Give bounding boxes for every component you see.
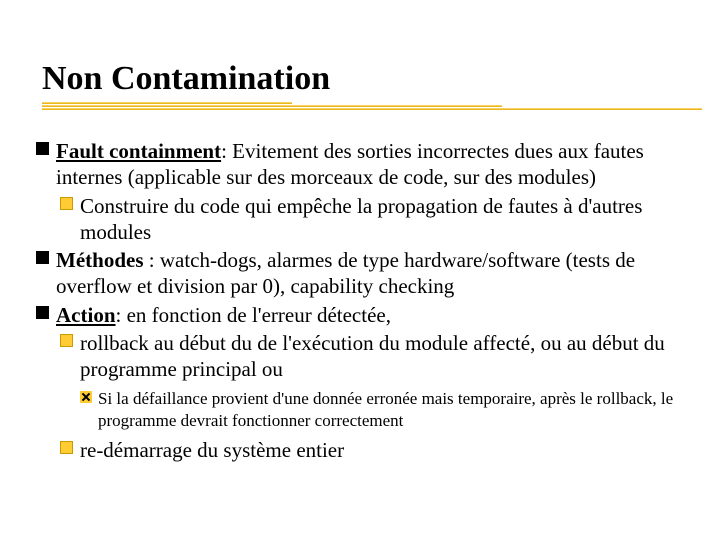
square-bullet-icon [36,142,49,155]
title-underline [42,102,702,116]
bullet-fault-containment: Fault containment: Evitement des sorties… [36,138,684,191]
slide-body: Fault containment: Evitement des sorties… [20,138,700,463]
slide-title: Non Contamination [42,60,700,98]
bullet-label: Fault containment [56,139,221,163]
subsubbullet-defaillance: Si la défaillance provient d'une donnée … [36,388,684,431]
bullet-action: Action: en fonction de l'erreur détectée… [36,302,684,328]
bullet-text: rollback au début du de l'exécution du m… [80,331,665,381]
bullet-text: Construire du code qui empêche la propag… [80,194,642,244]
subbullet-rollback: rollback au début du de l'exécution du m… [36,330,684,383]
bullet-text: : en fonction de l'erreur détectée, [116,303,391,327]
slide: Non Contamination Fault containment: Evi… [0,0,720,485]
square-bullet-icon [60,441,73,454]
bullet-text: re-démarrage du système entier [80,438,344,462]
bullet-text: Si la défaillance provient d'une donnée … [98,389,673,429]
bullet-text: : watch-dogs, alarmes de type hardware/s… [56,248,635,298]
bullet-label: Méthodes [56,248,144,272]
bullet-label: Action [56,303,116,327]
subbullet-construire: Construire du code qui empêche la propag… [36,193,684,246]
subbullet-redemarrage: re-démarrage du système entier [36,437,684,463]
x-bullet-icon [80,391,92,403]
square-bullet-icon [60,197,73,210]
square-bullet-icon [36,306,49,319]
bullet-methodes: Méthodes : watch-dogs, alarmes de type h… [36,247,684,300]
square-bullet-icon [60,334,73,347]
square-bullet-icon [36,251,49,264]
